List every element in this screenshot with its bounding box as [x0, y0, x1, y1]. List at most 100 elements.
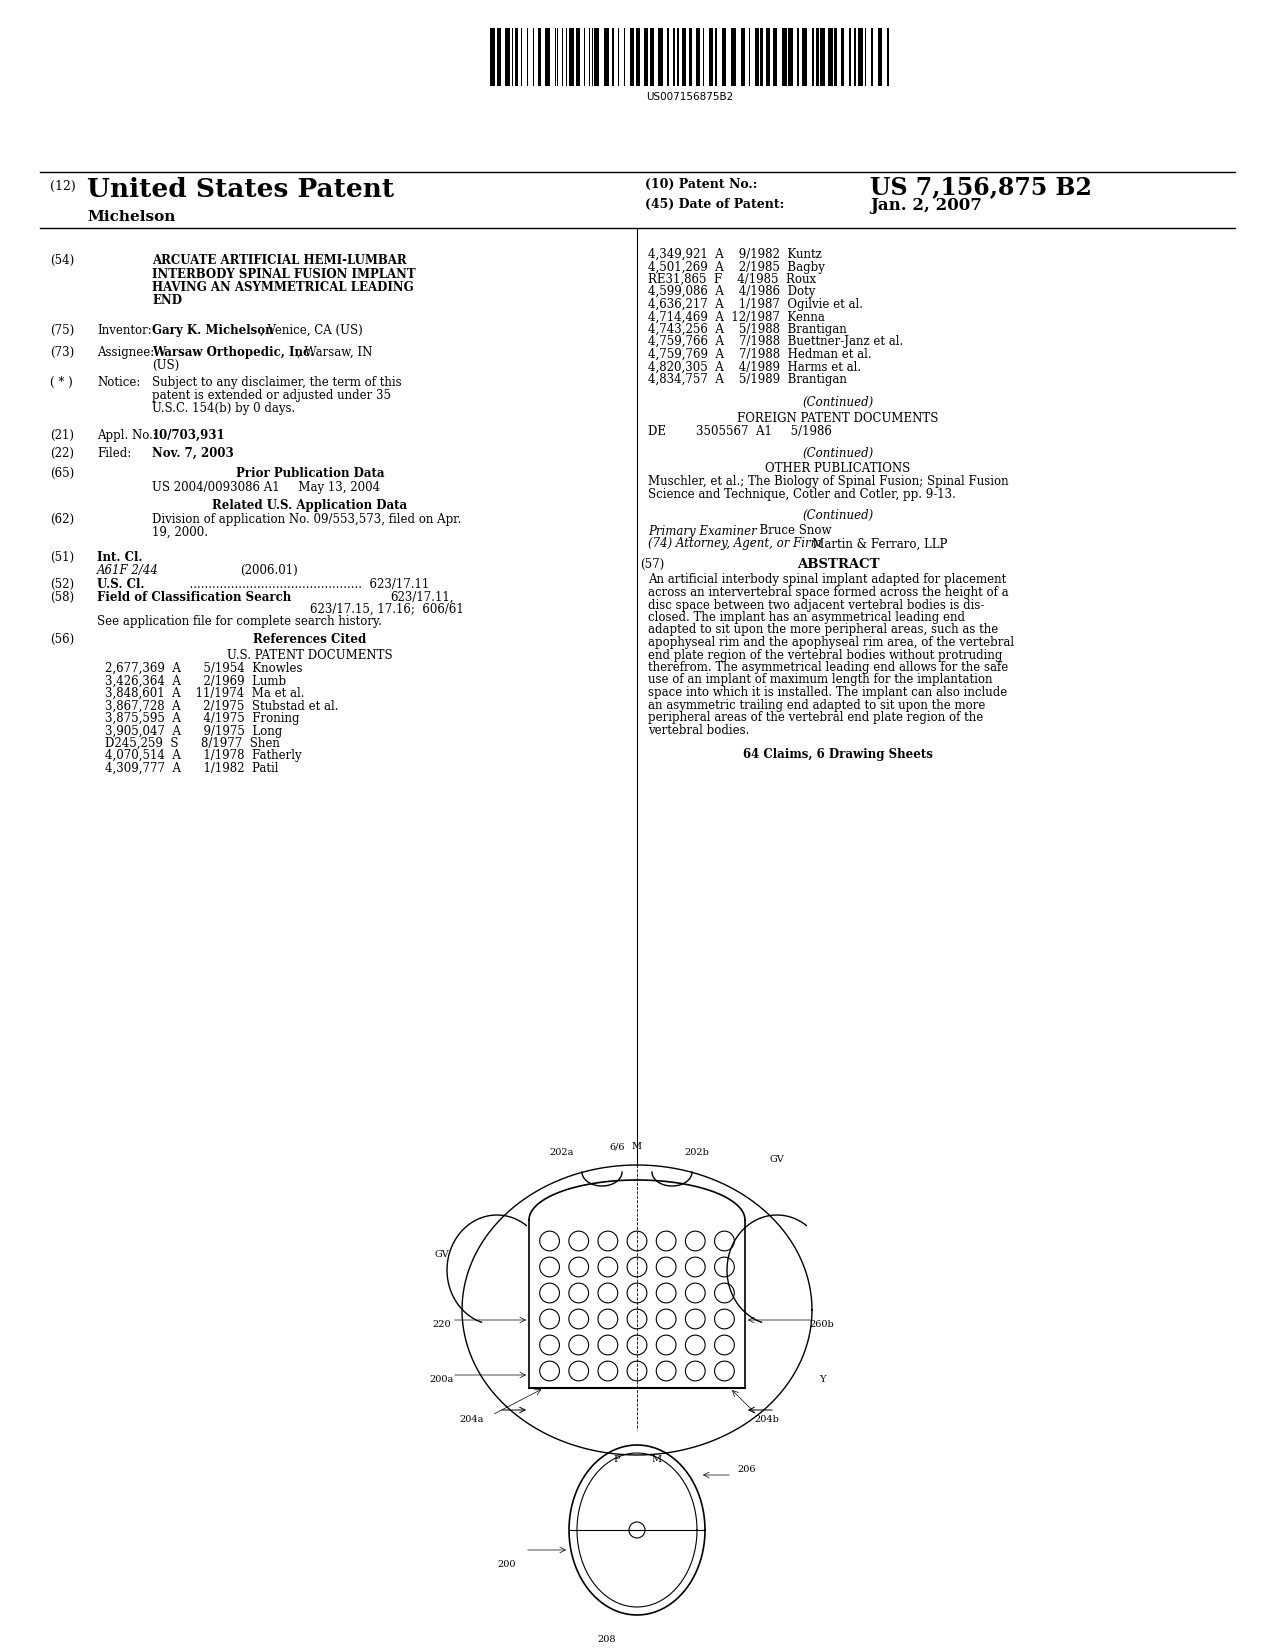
Text: (73): (73)	[50, 346, 74, 360]
Bar	[887, 28, 889, 86]
Text: GV: GV	[435, 1251, 449, 1259]
Text: (Continued): (Continued)	[802, 396, 873, 409]
Text: 4,714,469  A  12/1987  Kenna: 4,714,469 A 12/1987 Kenna	[648, 310, 825, 323]
Bar	[842, 28, 844, 86]
Text: an asymmetric trailing end adapted to sit upon the more: an asymmetric trailing end adapted to si…	[648, 698, 986, 711]
Text: space into which it is installed. The implant can also include: space into which it is installed. The im…	[648, 686, 1007, 700]
Text: Appl. No.:: Appl. No.:	[97, 429, 157, 442]
Text: (57): (57)	[640, 558, 664, 571]
Text: A61F 2/44: A61F 2/44	[97, 564, 159, 578]
Text: 10/703,931: 10/703,931	[152, 429, 226, 442]
Bar	[505, 28, 510, 86]
Bar	[715, 28, 717, 86]
Bar	[878, 28, 882, 86]
Text: Gary K. Michelson: Gary K. Michelson	[152, 323, 274, 337]
Text: Y: Y	[819, 1374, 825, 1384]
Text: (Continued): (Continued)	[802, 447, 873, 459]
Bar	[773, 28, 776, 86]
Bar	[636, 28, 640, 86]
Bar	[515, 28, 518, 86]
Bar	[816, 28, 819, 86]
Text: 3,848,601  A    11/1974  Ma et al.: 3,848,601 A 11/1974 Ma et al.	[105, 686, 305, 700]
Text: U.S. PATENT DOCUMENTS: U.S. PATENT DOCUMENTS	[227, 648, 393, 662]
Text: 204b: 204b	[755, 1416, 779, 1424]
Text: vertebral bodies.: vertebral bodies.	[648, 723, 750, 736]
Text: INTERBODY SPINAL FUSION IMPLANT: INTERBODY SPINAL FUSION IMPLANT	[152, 267, 416, 280]
Bar	[682, 28, 686, 86]
Text: Prior Publication Data: Prior Publication Data	[236, 467, 384, 480]
Bar	[797, 28, 799, 86]
Text: Subject to any disclaimer, the term of this: Subject to any disclaimer, the term of t…	[152, 376, 402, 389]
Bar	[644, 28, 648, 86]
Bar	[849, 28, 850, 86]
Text: (45) Date of Patent:: (45) Date of Patent:	[645, 198, 784, 211]
Text: Related U.S. Application Data: Related U.S. Application Data	[213, 498, 408, 512]
Bar	[722, 28, 725, 86]
Text: U.S. Cl.: U.S. Cl.	[97, 578, 144, 591]
Text: RE31,865  F    4/1985  Roux: RE31,865 F 4/1985 Roux	[648, 272, 816, 285]
Text: 220: 220	[432, 1320, 451, 1328]
Text: end plate region of the vertebral bodies without protruding: end plate region of the vertebral bodies…	[648, 648, 1002, 662]
Text: Inventor:: Inventor:	[97, 323, 152, 337]
Text: ARCUATE ARTIFICIAL HEMI-LUMBAR: ARCUATE ARTIFICIAL HEMI-LUMBAR	[152, 254, 407, 267]
Text: US007156875B2: US007156875B2	[646, 92, 733, 102]
Bar	[497, 28, 501, 86]
Text: 3,867,728  A      2/1975  Stubstad et al.: 3,867,728 A 2/1975 Stubstad et al.	[105, 700, 338, 713]
Text: , Venice, CA (US): , Venice, CA (US)	[260, 323, 363, 337]
Bar	[544, 28, 550, 86]
Text: 4,636,217  A    1/1987  Ogilvie et al.: 4,636,217 A 1/1987 Ogilvie et al.	[648, 299, 863, 310]
Text: See application file for complete search history.: See application file for complete search…	[97, 615, 382, 629]
Text: 623/17.15, 17.16;  606/61: 623/17.15, 17.16; 606/61	[310, 602, 464, 615]
Bar	[854, 28, 856, 86]
Bar	[667, 28, 669, 86]
Text: 64 Claims, 6 Drawing Sheets: 64 Claims, 6 Drawing Sheets	[743, 747, 933, 761]
Bar	[658, 28, 663, 86]
Text: 200a: 200a	[430, 1374, 454, 1384]
Text: DE        3505567  A1     5/1986: DE 3505567 A1 5/1986	[648, 426, 831, 439]
Text: 200: 200	[497, 1559, 516, 1569]
Text: 4,759,769  A    7/1988  Hedman et al.: 4,759,769 A 7/1988 Hedman et al.	[648, 348, 872, 361]
Bar	[677, 28, 680, 86]
Text: 3,875,595  A      4/1975  Froning: 3,875,595 A 4/1975 Froning	[105, 713, 300, 724]
Text: 204a: 204a	[460, 1416, 484, 1424]
Text: 4,834,757  A    5/1989  Brantigan: 4,834,757 A 5/1989 Brantigan	[648, 373, 847, 386]
Text: M: M	[632, 1142, 643, 1152]
Text: GV: GV	[770, 1155, 784, 1163]
Text: 6/6: 6/6	[609, 1142, 625, 1152]
Text: 202a: 202a	[550, 1148, 574, 1157]
Text: An artificial interbody spinal implant adapted for placement: An artificial interbody spinal implant a…	[648, 574, 1006, 586]
Text: Muschler, et al.; The Biology of Spinal Fusion; Spinal Fusion: Muschler, et al.; The Biology of Spinal …	[648, 475, 1009, 488]
Text: 4,743,256  A    5/1988  Brantigan: 4,743,256 A 5/1988 Brantigan	[648, 323, 847, 337]
Bar	[696, 28, 700, 86]
Bar	[490, 28, 495, 86]
Text: (52): (52)	[50, 578, 74, 591]
Text: 202b: 202b	[685, 1148, 709, 1157]
Text: (74) Attorney, Agent, or Firm: (74) Attorney, Agent, or Firm	[648, 538, 822, 551]
Text: References Cited: References Cited	[254, 634, 367, 647]
Text: 208: 208	[598, 1635, 616, 1643]
Text: 3,905,047  A      9/1975  Long: 3,905,047 A 9/1975 Long	[105, 724, 282, 738]
Text: Int. Cl.: Int. Cl.	[97, 551, 143, 564]
Text: 4,759,766  A    7/1988  Buettner-Janz et al.: 4,759,766 A 7/1988 Buettner-Janz et al.	[648, 335, 903, 348]
Text: therefrom. The asymmetrical leading end allows for the safe: therefrom. The asymmetrical leading end …	[648, 662, 1009, 673]
Text: U.S.C. 154(b) by 0 days.: U.S.C. 154(b) by 0 days.	[152, 403, 296, 416]
Text: , Warsaw, IN: , Warsaw, IN	[297, 346, 372, 360]
Text: 260b: 260b	[810, 1320, 834, 1328]
Text: (10) Patent No.:: (10) Patent No.:	[645, 178, 757, 191]
Text: P: P	[613, 1455, 621, 1464]
Bar	[858, 28, 863, 86]
Bar	[538, 28, 541, 86]
Text: closed. The implant has an asymmetrical leading end: closed. The implant has an asymmetrical …	[648, 610, 965, 624]
Text: 4,820,305  A    4/1989  Harms et al.: 4,820,305 A 4/1989 Harms et al.	[648, 360, 861, 373]
Bar	[766, 28, 770, 86]
Text: OTHER PUBLICATIONS: OTHER PUBLICATIONS	[765, 462, 910, 475]
Text: Warsaw Orthopedic, Inc.: Warsaw Orthopedic, Inc.	[152, 346, 314, 360]
Text: 2,677,369  A      5/1954  Knowles: 2,677,369 A 5/1954 Knowles	[105, 662, 302, 675]
Text: use of an implant of maximum length for the implantation: use of an implant of maximum length for …	[648, 673, 992, 686]
Text: ABSTRACT: ABSTRACT	[797, 558, 880, 571]
Text: Field of Classification Search: Field of Classification Search	[97, 591, 291, 604]
Text: (51): (51)	[50, 551, 74, 564]
Text: (12): (12)	[50, 180, 75, 193]
Bar	[827, 28, 833, 86]
Text: across an intervertebral space formed across the height of a: across an intervertebral space formed ac…	[648, 586, 1009, 599]
